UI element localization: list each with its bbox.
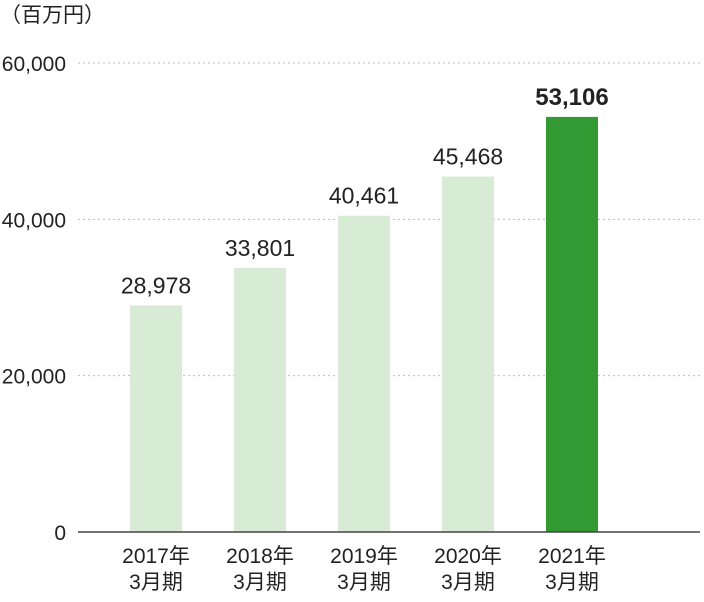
y-tick-label: 0 <box>54 522 66 545</box>
bar-value-label: 40,461 <box>329 183 399 209</box>
y-axis-ticks: 0 20,000 40,000 60,000 <box>2 53 66 545</box>
x-tick-label: 3月期 <box>129 571 183 594</box>
x-axis-ticks: 2017年 3月期 2018年 3月期 2019年 3月期 2020年 3月期 2021年 3月期 <box>122 545 606 594</box>
bar-value-label: 33,801 <box>225 235 295 261</box>
x-tick-label: 2018年 <box>226 545 294 568</box>
x-tick-label: 2019年 <box>330 545 398 568</box>
value-labels: 28,978 33,801 40,461 45,468 53,106 <box>121 84 609 299</box>
y-tick-label: 60,000 <box>2 53 66 76</box>
bar <box>130 305 182 532</box>
bar-value-label: 28,978 <box>121 272 191 298</box>
bar <box>234 267 286 532</box>
bar <box>546 116 598 533</box>
bar-value-label: 45,468 <box>433 144 503 170</box>
bar-value-label: 53,106 <box>535 84 608 111</box>
x-tick-label: 2020年 <box>434 545 502 568</box>
bar <box>442 176 494 532</box>
bars <box>130 116 598 533</box>
x-tick-label: 2017年 <box>122 545 190 568</box>
x-tick-label: 2021年 <box>538 545 606 568</box>
unit-label: （百万円） <box>0 4 105 27</box>
x-tick-label: 3月期 <box>441 571 495 594</box>
y-tick-label: 20,000 <box>2 366 66 389</box>
y-tick-label: 40,000 <box>2 209 66 232</box>
x-tick-label: 3月期 <box>337 571 391 594</box>
bar <box>338 215 390 532</box>
x-tick-label: 3月期 <box>233 571 287 594</box>
x-tick-label: 3月期 <box>545 571 599 594</box>
